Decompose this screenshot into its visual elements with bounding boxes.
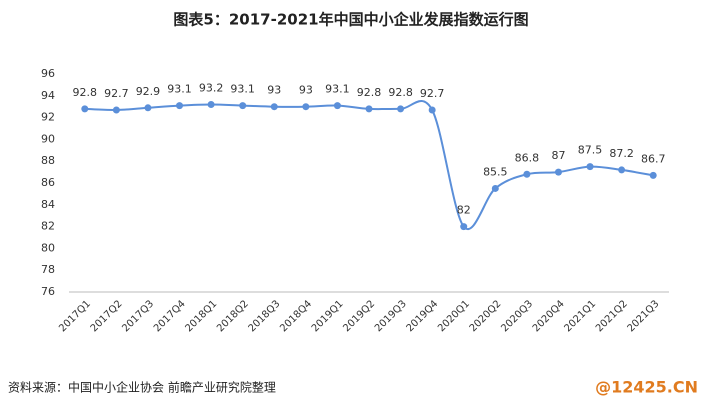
x-tick-label: 2021Q2: [594, 298, 630, 334]
data-label: 87.2: [609, 147, 634, 160]
y-tick-label: 82: [41, 220, 55, 233]
marker: [144, 104, 152, 112]
x-tick-label: 2020Q3: [499, 298, 535, 334]
source: 资料来源：中国中小企业协会 前瞻产业研究院整理: [8, 380, 276, 395]
marker: [523, 170, 531, 178]
y-tick-label: 92: [41, 111, 55, 124]
y-tick-label: 76: [41, 285, 55, 298]
marker: [207, 101, 215, 109]
marker: [618, 166, 626, 174]
x-tick-label: 2021Q1: [562, 298, 598, 334]
x-tick-label: 2018Q1: [184, 298, 220, 334]
x-tick-label: 2019Q2: [341, 298, 377, 334]
marker: [176, 102, 184, 110]
y-tick-label: 86: [41, 176, 55, 189]
data-label: 93.1: [167, 83, 192, 96]
y-tick-label: 80: [41, 241, 55, 254]
x-tick-label: 2020Q4: [531, 298, 567, 334]
x-tick-label: 2021Q3: [626, 298, 662, 334]
marker: [491, 184, 499, 192]
y-tick-label: 94: [41, 89, 55, 102]
data-label: 93: [299, 84, 313, 97]
x-tick-label: 2019Q3: [373, 298, 409, 334]
marker: [333, 102, 341, 110]
marker: [302, 103, 310, 111]
marker: [270, 103, 278, 111]
data-label: 86.8: [515, 151, 540, 164]
marker: [239, 102, 247, 110]
data-label: 92.8: [388, 86, 413, 99]
marker: [81, 105, 89, 113]
marker: [649, 171, 657, 179]
y-tick-label: 84: [41, 198, 55, 211]
x-tick-label: 2019Q1: [310, 298, 346, 334]
x-tick-label: 2020Q1: [436, 298, 472, 334]
x-tick-label: 2017Q3: [120, 298, 156, 334]
data-label: 92.8: [357, 86, 382, 99]
x-tick-label: 2017Q1: [57, 298, 93, 334]
marker: [397, 105, 405, 113]
data-label: 86.7: [641, 152, 666, 165]
data-label: 87.5: [578, 144, 603, 157]
data-label: 93: [267, 84, 281, 97]
x-tick-label: 2017Q4: [152, 298, 188, 334]
data-label: 82: [457, 204, 471, 217]
data-label: 93.1: [325, 83, 350, 96]
x-tick-label: 2019Q4: [405, 298, 441, 334]
chart-title: 图表5：2017-2021年中国中小企业发展指数运行图: [173, 11, 528, 29]
y-tick-label: 90: [41, 132, 55, 145]
line: [84, 100, 654, 231]
x-tick-label: 2018Q4: [278, 298, 314, 334]
x-tick-label: 2020Q2: [468, 298, 504, 334]
marker: [365, 105, 373, 113]
data-label: 92.9: [136, 85, 161, 98]
data-label: 93.2: [199, 82, 224, 95]
data-label: 93.1: [230, 83, 255, 96]
x-tick-label: 2018Q2: [215, 298, 251, 334]
data-label: 92.7: [420, 87, 445, 100]
watermark: @12425.CN: [595, 378, 698, 397]
data-label: 87: [551, 149, 565, 162]
x-tick-label: 2018Q3: [247, 298, 283, 334]
y-tick-label: 88: [41, 154, 55, 167]
data-label: 92.8: [73, 86, 98, 99]
y-tick-label: 96: [41, 67, 55, 80]
data-label: 92.7: [104, 87, 129, 100]
data-label: 85.5: [483, 165, 508, 178]
marker: [112, 106, 120, 114]
y-tick-label: 78: [41, 263, 55, 276]
marker: [460, 223, 468, 231]
marker: [586, 163, 594, 171]
x-tick-label: 2017Q2: [89, 298, 125, 334]
marker: [428, 106, 436, 114]
marker: [554, 168, 562, 176]
